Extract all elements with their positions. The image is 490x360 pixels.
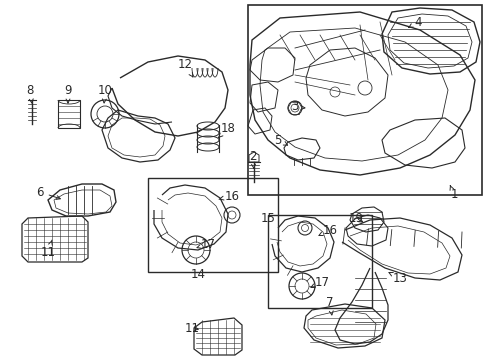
Bar (268, 215, 372, 308)
Text: 6: 6 (36, 185, 60, 199)
Bar (248, 5, 482, 195)
Text: 16: 16 (319, 224, 338, 237)
Text: 15: 15 (261, 211, 275, 225)
Text: 13: 13 (389, 271, 408, 284)
Text: 9: 9 (64, 84, 72, 103)
Bar (148, 178, 278, 272)
Text: 4: 4 (409, 15, 422, 28)
Text: 2: 2 (249, 149, 257, 168)
Text: 7: 7 (326, 296, 334, 315)
Text: 17: 17 (311, 275, 329, 288)
Text: 5: 5 (274, 134, 288, 147)
Bar (58, 100, 80, 128)
Text: 18: 18 (219, 122, 235, 138)
Text: 10: 10 (98, 84, 112, 103)
Text: 11: 11 (41, 240, 55, 258)
Text: 16: 16 (219, 189, 240, 202)
Text: 12: 12 (177, 58, 193, 77)
Text: 19: 19 (348, 211, 364, 225)
Text: 11: 11 (185, 321, 199, 334)
Text: 14: 14 (191, 267, 205, 280)
Text: 17: 17 (197, 238, 216, 251)
Text: 8: 8 (26, 84, 34, 103)
Text: 1: 1 (450, 186, 458, 202)
Text: 3: 3 (292, 100, 305, 113)
